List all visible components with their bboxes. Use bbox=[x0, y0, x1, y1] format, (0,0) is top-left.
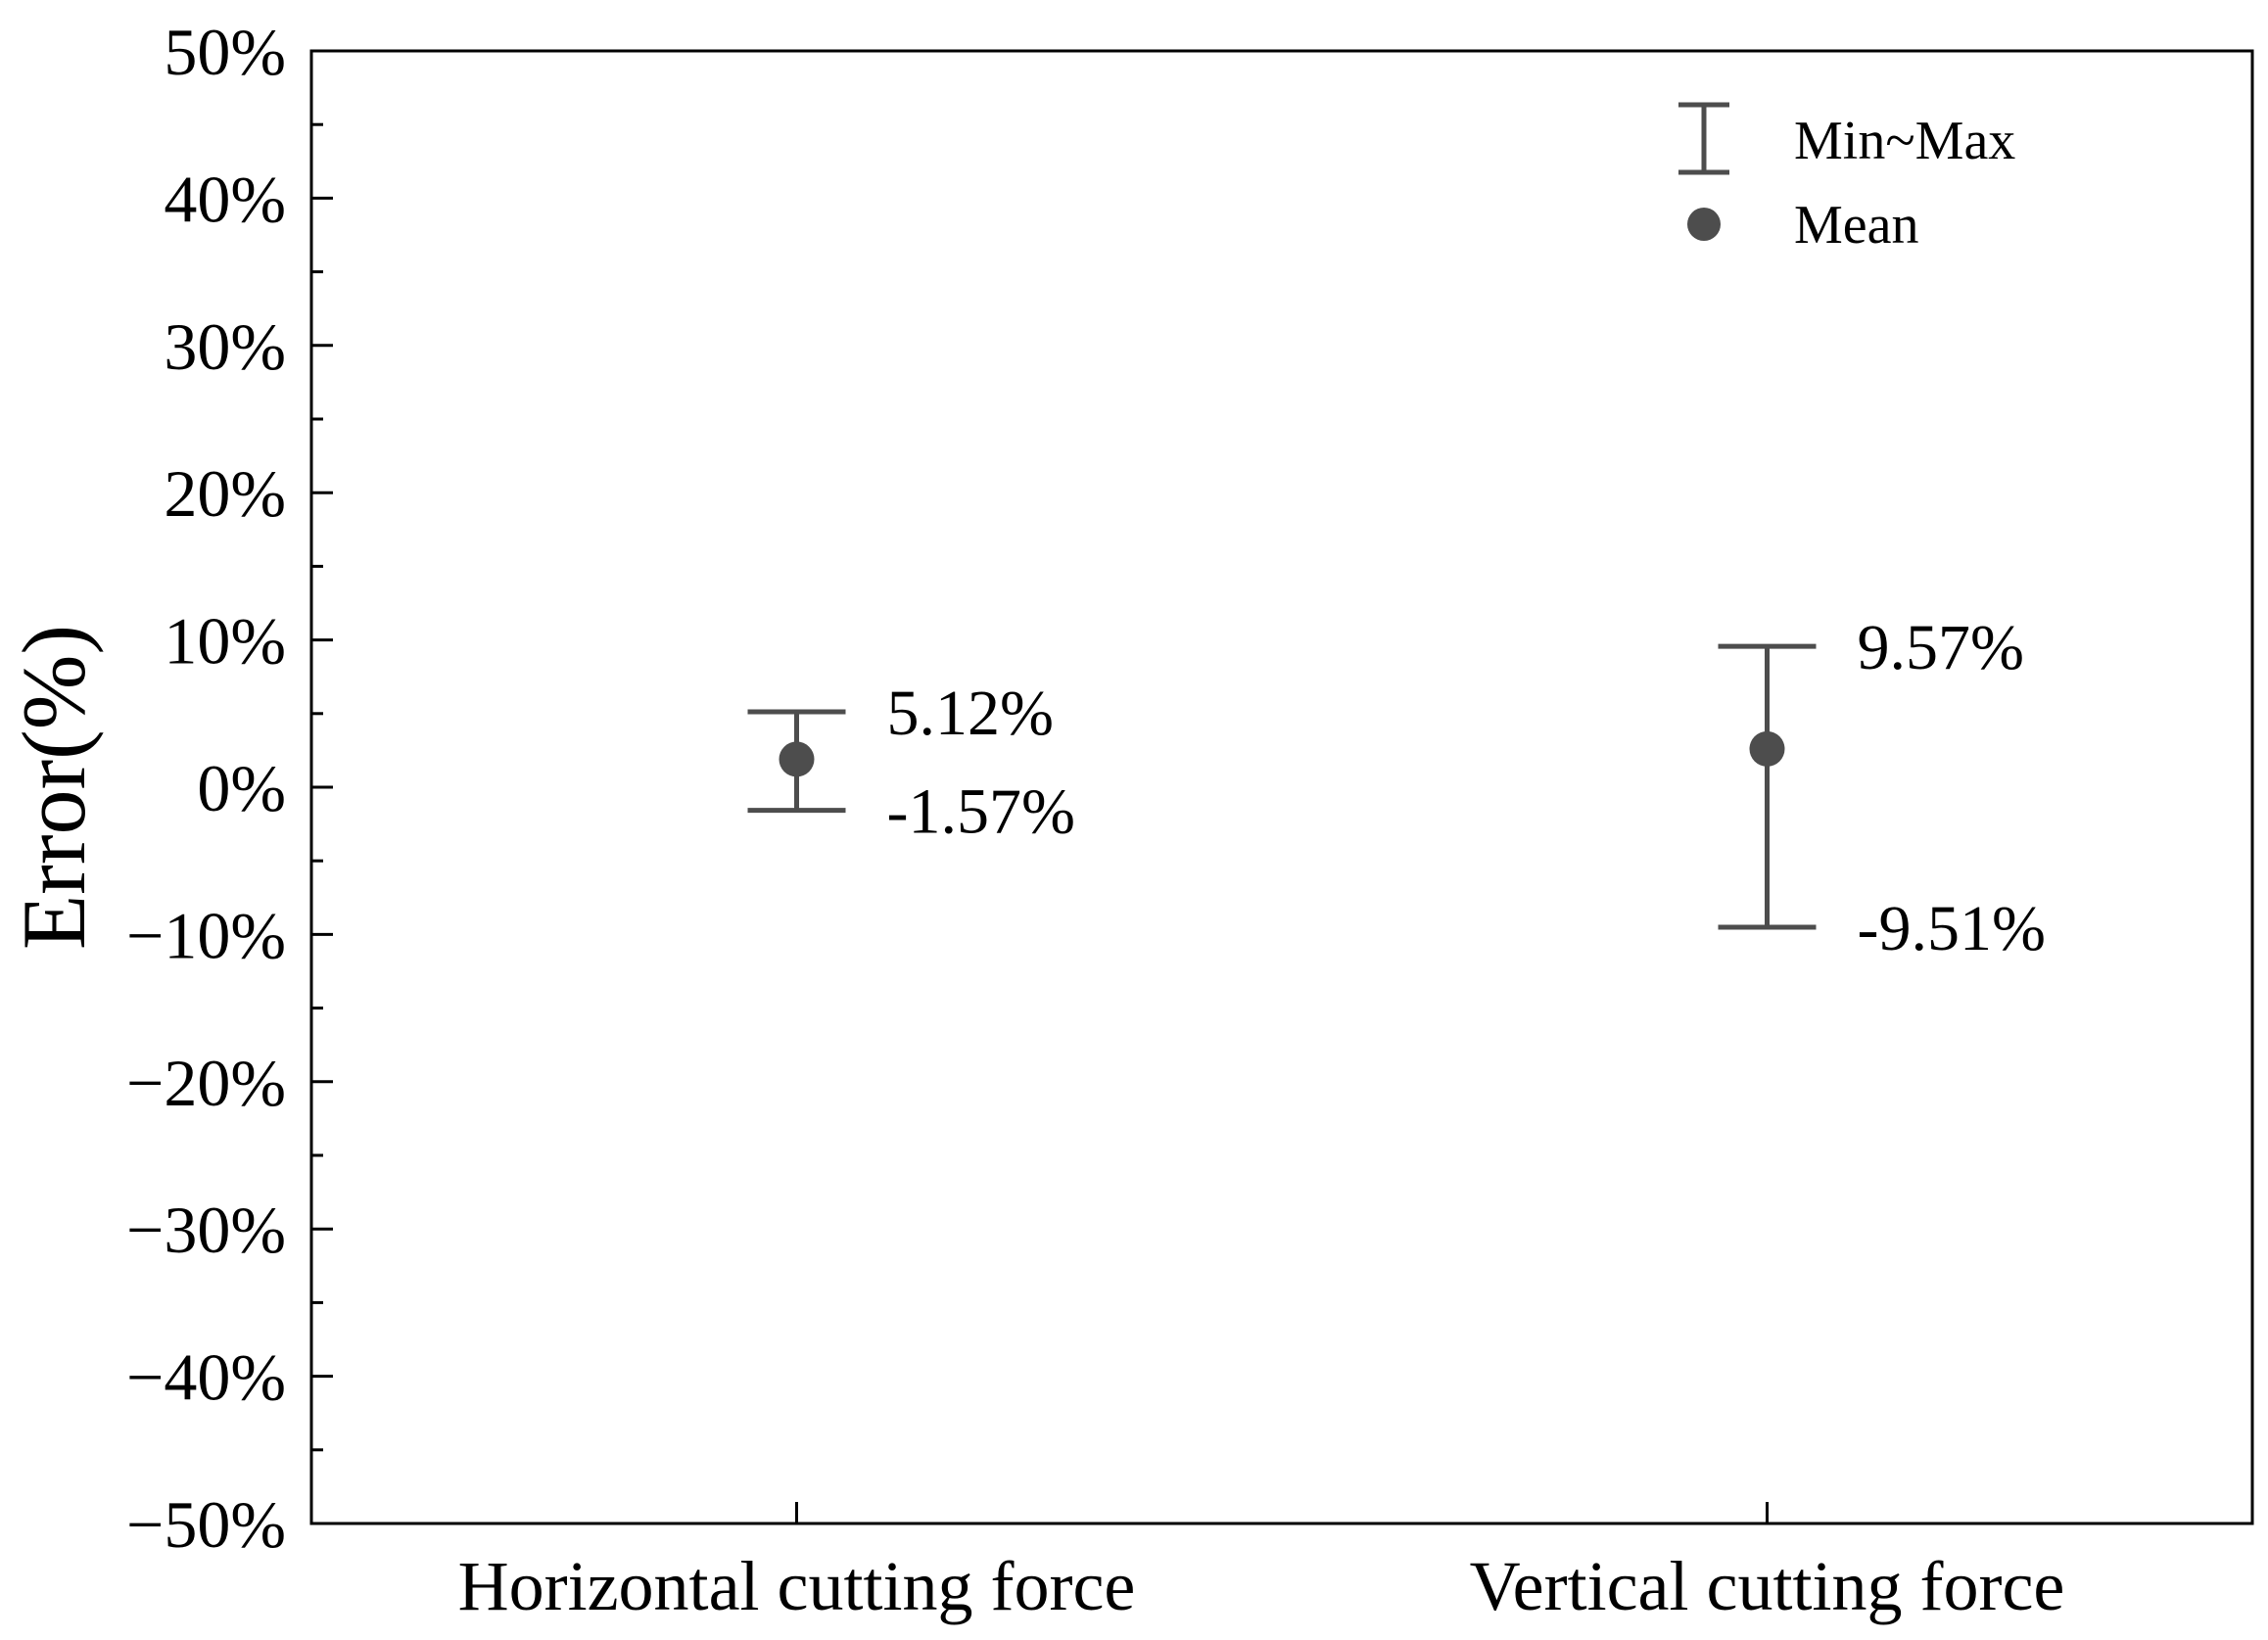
y-tick-label: −20% bbox=[126, 1046, 286, 1120]
min-value-label: -1.57% bbox=[887, 776, 1075, 848]
legend-label-mean: Mean bbox=[1794, 195, 1919, 256]
y-tick-label: 50% bbox=[164, 15, 286, 89]
y-tick-label: −50% bbox=[126, 1487, 286, 1562]
x-tick-label: Vertical cutting force bbox=[1470, 1547, 2065, 1625]
min-value-label: -9.51% bbox=[1858, 893, 2046, 964]
y-tick-label: 0% bbox=[197, 751, 286, 825]
mean-point bbox=[779, 741, 815, 777]
plot-frame bbox=[309, 49, 2254, 1525]
y-axis: 50% 40% 30% 20% 10% 0% −10% −20% −30% −40% −50% bbox=[126, 15, 333, 1562]
y-tick-label: −30% bbox=[126, 1193, 286, 1267]
legend-label-minmax: Min~Max bbox=[1794, 111, 2015, 171]
y-tick-label: −10% bbox=[126, 898, 286, 972]
y-tick-label: 40% bbox=[164, 162, 286, 236]
y-tick-label: −40% bbox=[126, 1340, 286, 1415]
mean-point bbox=[1749, 730, 1785, 767]
y-tick-label: 10% bbox=[164, 604, 286, 679]
max-value-label: 5.12% bbox=[887, 678, 1054, 749]
chart-marks: 5.12% -1.57% 9.57% -9.51% bbox=[747, 612, 2046, 964]
max-value-label: 9.57% bbox=[1858, 612, 2024, 683]
y-tick-label: 30% bbox=[164, 309, 286, 384]
x-axis: Horizontal cutting force Vertical cutting… bbox=[458, 1502, 2065, 1625]
y-tick-label: 20% bbox=[164, 456, 286, 531]
x-tick-label: Horizontal cutting force bbox=[458, 1547, 1136, 1625]
legend: Min~Max Mean bbox=[1678, 102, 2015, 256]
y-axis-label: Error(%) bbox=[4, 625, 104, 950]
legend-mean-icon bbox=[1687, 208, 1721, 241]
